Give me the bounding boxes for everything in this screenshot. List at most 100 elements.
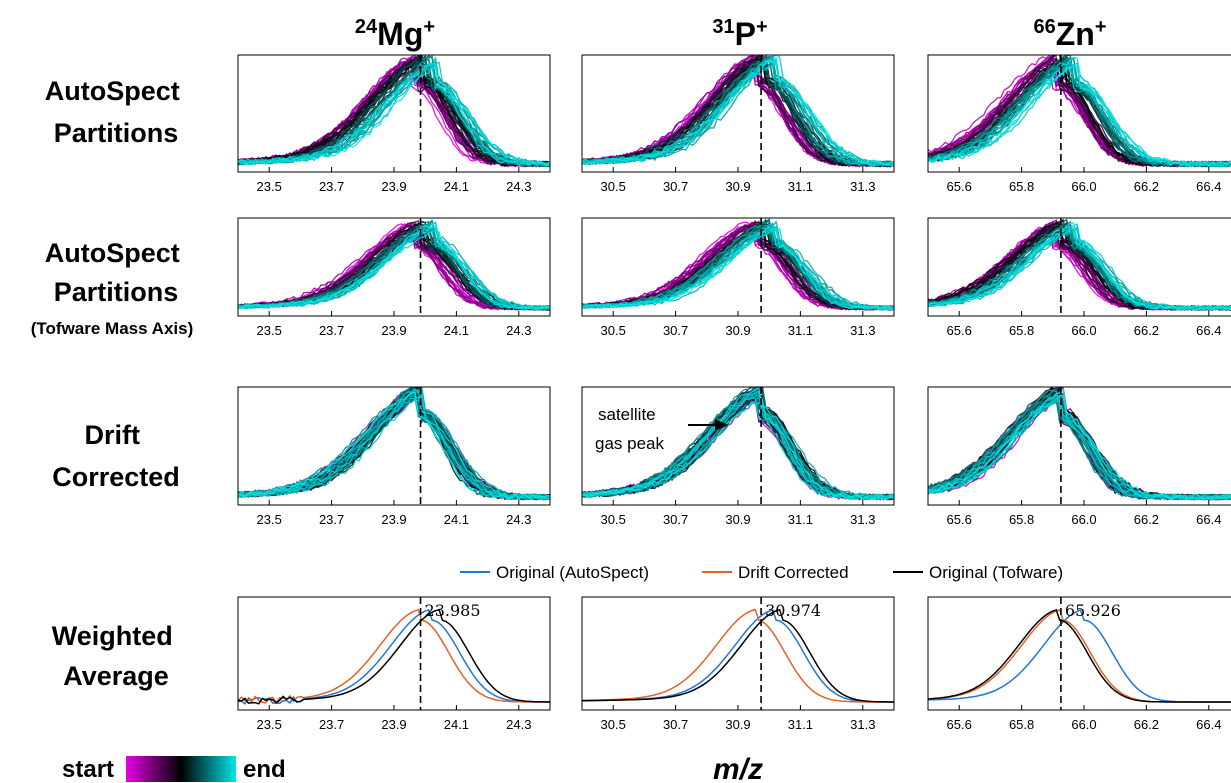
x-tick-label: 30.5 (601, 323, 626, 338)
partition-line (582, 221, 894, 311)
x-tick-label: 23.5 (257, 323, 282, 338)
x-tick-label: 66.0 (1071, 717, 1096, 732)
row-label-autospect-2: AutoSpect Partitions (45, 238, 188, 307)
column-title-p: 31P+ (712, 16, 767, 52)
partition-line (928, 395, 1231, 501)
x-tick-label: 24.1 (444, 323, 469, 338)
peak-label: 30.974 (765, 601, 821, 620)
partition-line (928, 389, 1231, 500)
x-tick-label: 66.0 (1071, 323, 1096, 338)
row-label-weighted: Weighted Average (52, 621, 181, 691)
partition-line (928, 387, 1231, 500)
series-group (928, 55, 1231, 168)
annotation-arrowhead (715, 419, 728, 431)
x-tick-label: 23.5 (257, 512, 282, 527)
partition-line (928, 399, 1231, 500)
partition-line (238, 67, 550, 166)
legend-label-autospect: Original (AutoSpect) (496, 563, 649, 582)
partition-line (928, 394, 1231, 501)
partition-line (582, 229, 894, 310)
x-tick-label: 24.1 (444, 512, 469, 527)
axes-frame (927, 217, 1231, 317)
series-line-autospect (582, 608, 894, 703)
series-group (238, 55, 550, 168)
partition-line (238, 223, 550, 311)
row-label-drift: Drift Corrected (52, 420, 180, 492)
series-group (582, 55, 894, 168)
partition-line (928, 389, 1231, 500)
partition-line (238, 391, 550, 501)
x-tick-label: 66.2 (1134, 179, 1159, 194)
x-tick-label: 65.6 (947, 323, 972, 338)
partition-line (928, 226, 1231, 311)
x-tick-label: 24.1 (444, 179, 469, 194)
x-tick-label: 66.4 (1196, 512, 1221, 527)
partition-line (582, 222, 894, 311)
partition-line (928, 392, 1231, 500)
x-tick-label: 24.3 (506, 717, 531, 732)
series-group (928, 218, 1231, 312)
x-tick-label: 30.9 (725, 512, 750, 527)
partition-line (928, 393, 1231, 501)
series-line-drift (238, 608, 550, 704)
peak-label: 23.985 (425, 601, 481, 620)
partition-line (928, 395, 1231, 500)
colorbar (126, 756, 236, 782)
partition-line (238, 64, 550, 167)
partition-line (928, 387, 1231, 501)
partition-line (928, 388, 1231, 501)
partition-line (928, 396, 1231, 501)
x-tick-label: 23.7 (319, 717, 344, 732)
series-group (238, 608, 550, 705)
partition-line (928, 395, 1231, 501)
x-tick-label: 30.5 (601, 512, 626, 527)
axes-frame (927, 386, 1231, 506)
partition-line (928, 397, 1231, 501)
series-group (582, 218, 894, 311)
partition-line (928, 390, 1231, 501)
panel-tofware-p: 30.5 30.7 30.9 31.1 31.3 (581, 217, 895, 338)
series-group (928, 608, 1231, 703)
panel-drift-p: 30.5 30.7 30.9 31.1 31.3 (581, 386, 895, 527)
partition-line (928, 391, 1231, 501)
series-group (582, 608, 894, 703)
x-tick-label: 31.3 (850, 717, 875, 732)
x-tick-label: 24.3 (506, 179, 531, 194)
row-label-autospect-1: AutoSpect Partitions (45, 76, 188, 148)
partition-line (238, 388, 550, 500)
partition-line (928, 398, 1231, 501)
x-tick-label: 30.5 (601, 179, 626, 194)
x-tick-label: 30.7 (663, 179, 688, 194)
partition-line (582, 398, 894, 500)
partition-line (238, 393, 550, 501)
partition-line (928, 388, 1231, 501)
x-tick-label: 66.4 (1196, 323, 1221, 338)
axes-frame (581, 596, 895, 711)
series-line-tofware (582, 608, 894, 703)
x-tick-label: 31.3 (850, 179, 875, 194)
x-tick-label: 23.9 (381, 717, 406, 732)
panel-weighted-zn: 65.926 65.6 65.8 66.0 66.2 66.4 (927, 596, 1231, 732)
panel-drift-zn: 65.6 65.8 66.0 66.2 66.4 (927, 386, 1231, 527)
x-tick-label: 30.7 (663, 512, 688, 527)
partition-line (238, 55, 550, 168)
partition-line (928, 390, 1231, 500)
panel-weighted-mg: 23.985 23.5 23.7 23.9 24.1 24.3 (237, 596, 551, 732)
x-tick-label: 31.1 (788, 717, 813, 732)
x-tick-label: 23.9 (381, 179, 406, 194)
partition-line (928, 387, 1231, 501)
annotation-text: satellite gas peak (595, 405, 664, 453)
partition-line (582, 55, 894, 167)
colorbar-start-label: start (62, 756, 114, 783)
x-tick-label: 23.7 (319, 512, 344, 527)
x-tick-label: 24.3 (506, 323, 531, 338)
partition-line (928, 396, 1231, 501)
x-tick-label: 65.6 (947, 512, 972, 527)
legend: Original (AutoSpect) Drift Corrected Ori… (460, 563, 1063, 582)
x-tick-label: 23.5 (257, 179, 282, 194)
x-tick-label: 65.6 (947, 179, 972, 194)
panel-partitions-mg: 23.5 23.7 23.9 24.1 24.3 (237, 54, 551, 194)
partition-line (582, 63, 894, 168)
x-tick-label: 66.0 (1071, 512, 1096, 527)
x-tick-label: 31.1 (788, 179, 813, 194)
